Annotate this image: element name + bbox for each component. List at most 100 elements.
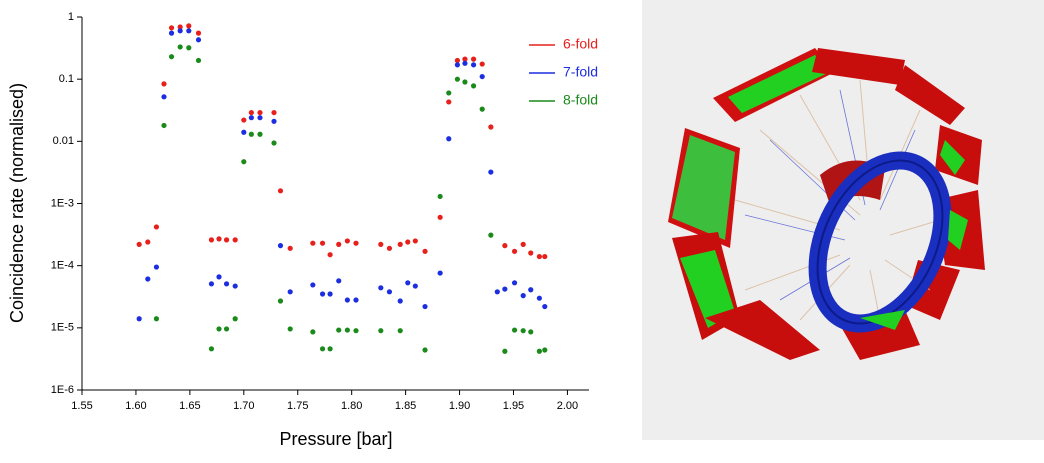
data-point: [528, 287, 533, 292]
data-point: [257, 110, 262, 115]
x-tick-label: 1.90: [449, 400, 470, 412]
data-point: [209, 237, 214, 242]
y-tick-label: 1: [68, 11, 74, 23]
data-point: [446, 90, 451, 95]
data-point: [178, 28, 183, 33]
data-point: [422, 249, 427, 254]
data-point: [233, 283, 238, 288]
data-point: [446, 99, 451, 104]
data-point: [345, 297, 350, 302]
data-point: [387, 289, 392, 294]
data-point: [413, 238, 418, 243]
data-point: [241, 159, 246, 164]
data-point: [512, 280, 517, 285]
legend-label: 8-fold: [563, 92, 598, 108]
data-point: [462, 61, 467, 66]
data-point: [137, 242, 142, 247]
data-point: [537, 296, 542, 301]
data-point: [224, 281, 229, 286]
data-point: [462, 79, 467, 84]
data-point: [233, 316, 238, 321]
data-point: [169, 31, 174, 36]
data-point: [186, 45, 191, 50]
data-point: [278, 243, 283, 248]
data-point: [154, 264, 159, 269]
data-point: [161, 81, 166, 86]
data-point: [320, 241, 325, 246]
data-point: [398, 328, 403, 333]
data-point: [278, 298, 283, 303]
data-point: [288, 326, 293, 331]
data-point: [353, 328, 358, 333]
data-point: [455, 77, 460, 82]
data-point: [209, 281, 214, 286]
legend-label: 6-fold: [563, 36, 598, 52]
data-point: [336, 327, 341, 332]
data-point: [488, 233, 493, 238]
data-point: [512, 249, 517, 254]
data-point: [154, 224, 159, 229]
data-point: [455, 62, 460, 67]
data-point: [438, 270, 443, 275]
data-point: [502, 243, 507, 248]
x-tick-label: 1.75: [287, 400, 308, 412]
data-point: [328, 291, 333, 296]
data-point: [521, 242, 526, 247]
data-point: [537, 349, 542, 354]
data-point: [154, 316, 159, 321]
data-point: [216, 236, 221, 241]
data-point: [310, 282, 315, 287]
data-point: [336, 278, 341, 283]
data-point: [310, 241, 315, 246]
data-point: [196, 58, 201, 63]
x-tick-label: 1.65: [179, 400, 200, 412]
y-tick-label: 1E-5: [51, 322, 74, 334]
data-point: [398, 298, 403, 303]
data-point: [422, 304, 427, 309]
data-point: [480, 61, 485, 66]
data-point: [502, 286, 507, 291]
data-point: [378, 242, 383, 247]
x-tick-label: 1.80: [341, 400, 362, 412]
x-tick-label: 1.60: [125, 400, 146, 412]
data-point: [249, 115, 254, 120]
data-point: [196, 31, 201, 36]
data-point: [405, 280, 410, 285]
data-point: [186, 28, 191, 33]
data-point: [345, 238, 350, 243]
legend-label: 7-fold: [563, 64, 598, 80]
y-tick-label: 1E-6: [51, 384, 74, 396]
data-point: [542, 347, 547, 352]
data-point: [353, 241, 358, 246]
data-point: [336, 242, 341, 247]
data-point: [413, 283, 418, 288]
y-tick-label: 1E-4: [51, 260, 74, 272]
data-point: [271, 119, 276, 124]
data-point: [387, 246, 392, 251]
data-point: [178, 44, 183, 49]
data-point: [471, 83, 476, 88]
data-point: [537, 254, 542, 259]
data-point: [196, 37, 201, 42]
data-point: [542, 254, 547, 259]
data-point: [249, 132, 254, 137]
data-point: [257, 115, 262, 120]
x-tick-label: 2.00: [557, 400, 578, 412]
data-point: [145, 239, 150, 244]
x-tick-label: 1.85: [395, 400, 416, 412]
y-tick-label: 0.1: [59, 73, 74, 85]
x-tick-label: 1.55: [71, 400, 92, 412]
data-point: [488, 169, 493, 174]
data-point: [345, 327, 350, 332]
data-point: [328, 346, 333, 351]
data-point: [528, 250, 533, 255]
data-point: [271, 110, 276, 115]
data-point: [502, 349, 507, 354]
data-point: [542, 304, 547, 309]
data-point: [521, 293, 526, 298]
data-point: [137, 316, 142, 321]
data-point: [438, 194, 443, 199]
data-point: [209, 346, 214, 351]
data-point: [480, 106, 485, 111]
data-point: [495, 289, 500, 294]
